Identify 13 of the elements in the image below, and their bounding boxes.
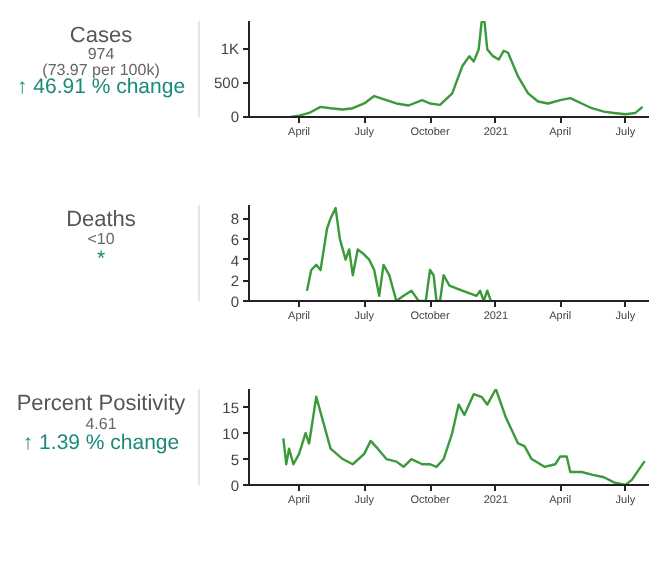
text: 4.61 (85, 414, 118, 433)
line-series (305, 206, 493, 301)
text: Cases (69, 24, 134, 49)
text: (73.97 per 100k) (42, 60, 161, 79)
text: * (96, 246, 106, 271)
text: <10 (87, 229, 116, 248)
text: 974 (87, 44, 116, 63)
line-series (289, 21, 644, 117)
text: Percent Positivity (16, 392, 187, 417)
text: ↑ 46.91 % change (16, 75, 186, 100)
text: Deaths (66, 208, 137, 233)
line-series (282, 389, 646, 485)
text: ↑ 1.39 % change (22, 430, 180, 455)
